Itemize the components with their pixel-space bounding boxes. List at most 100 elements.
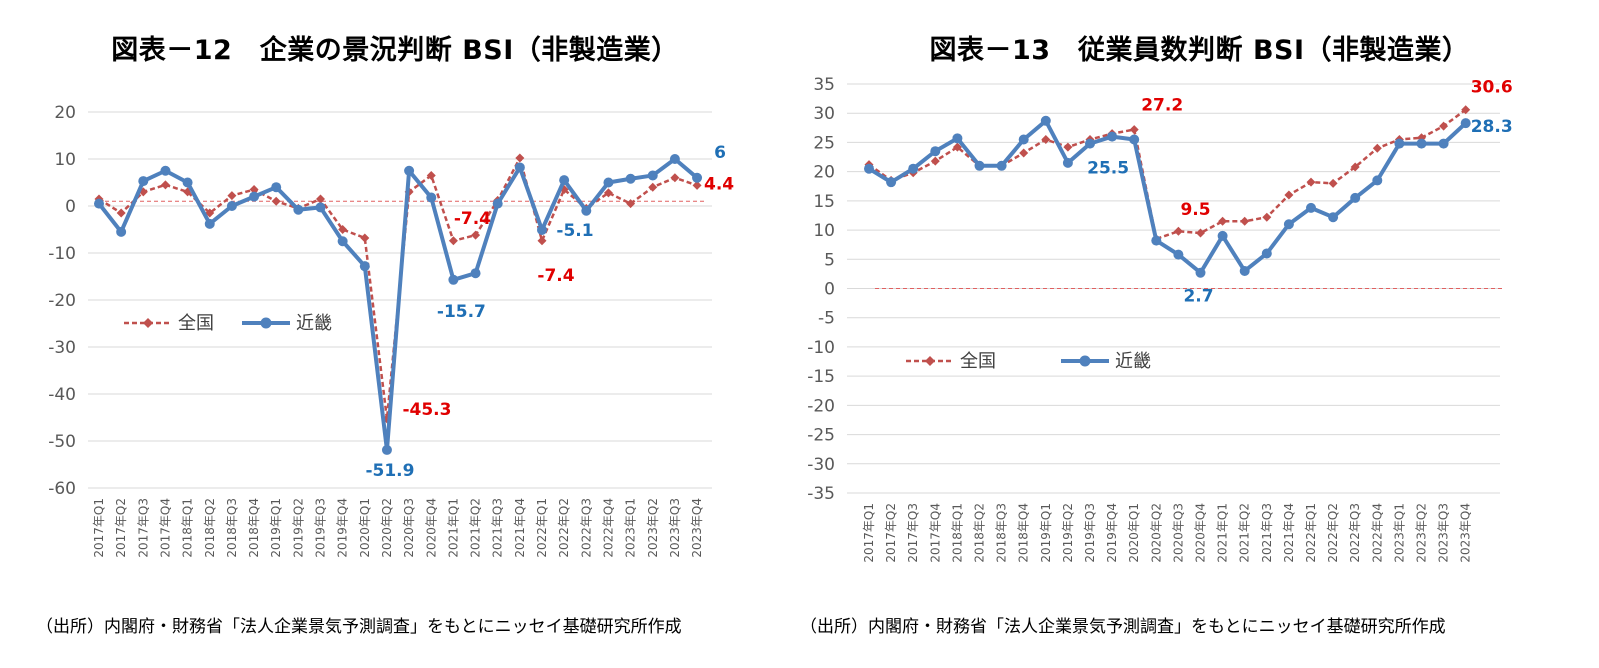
data-point (537, 236, 547, 246)
data-label: 28.3 (1471, 117, 1513, 137)
data-point (271, 196, 281, 206)
chart-svg: 35 30 25 20 15 10 5 0 -5 -10 -15 -20 -25 -30 -35 2017年Q… (807, 75, 1513, 563)
x-tick-label: 2022年Q3 (579, 498, 593, 558)
data-point (1173, 226, 1183, 236)
x-tick-label: 2023年Q3 (668, 498, 682, 558)
x-tick-label: 2017年Q4 (158, 498, 172, 558)
data-point (930, 156, 940, 166)
x-tick-label: 2020年Q2 (1149, 503, 1163, 563)
data-point (1262, 212, 1272, 222)
y-tick-label: 0 (824, 280, 835, 300)
data-point (930, 146, 941, 157)
data-point (381, 444, 392, 455)
y-tick-label: -25 (807, 426, 835, 446)
y-tick-label: -20 (48, 291, 76, 311)
data-point (160, 180, 170, 190)
x-tick-label: 2021年Q2 (1238, 503, 1252, 563)
data-point (603, 177, 614, 188)
chart-svg: 20 10 0 -10 -20 -30 -40 -50 -60 2017年Q1 2017年Q2 201… (48, 103, 734, 558)
x-tick-label: 2022年Q4 (1370, 503, 1384, 563)
series-line-kinki (97, 157, 699, 452)
y-tick-label: -10 (807, 338, 835, 358)
data-point (337, 236, 348, 247)
x-tick-label: 2023年Q1 (1392, 503, 1406, 563)
x-tick-label: 2022年Q2 (557, 498, 571, 558)
x-tick-label: 2020年Q3 (402, 498, 416, 558)
chart-title: 図表－13 従業員数判断 BSI（非製造業） (929, 35, 1470, 66)
y-tick-label: 30 (813, 104, 835, 124)
data-point (1129, 134, 1140, 145)
data-point (1372, 175, 1383, 186)
legend-label: 近畿 (296, 313, 332, 334)
data-point (1350, 192, 1361, 203)
data-point (492, 198, 503, 209)
data-point (338, 225, 348, 234)
data-point (537, 224, 547, 235)
legend-label: 全国 (960, 351, 996, 372)
data-point (1240, 216, 1250, 226)
x-tick-label: 2021年Q1 (446, 498, 460, 558)
data-point (1217, 230, 1228, 241)
data-point (1283, 219, 1294, 230)
x-tick-label: 2019年Q4 (336, 498, 350, 558)
y-tick-label: -50 (48, 432, 76, 452)
data-point (271, 182, 282, 193)
series-line-kinki (867, 118, 1468, 275)
x-tick-label: 2023年Q2 (646, 498, 660, 558)
data-label: -7.4 (537, 266, 574, 286)
x-tick-label: 2022年Q1 (535, 498, 549, 558)
y-tick-label: -60 (48, 479, 76, 499)
x-tick-label: 2021年Q4 (1282, 503, 1296, 563)
chart-panel-business-conditions: 図表－12 企業の景況判断 BSI（非製造業） 20 10 0 -10 -20 -30 -4… (0, 0, 790, 668)
data-label: -7.4 (454, 209, 491, 229)
data-point (514, 162, 525, 173)
data-point (182, 177, 193, 188)
data-point (1063, 142, 1073, 152)
y-tick-label: 20 (54, 103, 76, 123)
x-tick-label: 2018年Q2 (203, 498, 217, 558)
x-tick-label: 2018年Q4 (1017, 503, 1031, 563)
data-point (952, 133, 963, 144)
data-point (1372, 143, 1382, 153)
data-point (426, 192, 437, 203)
data-label: 27.2 (1141, 96, 1183, 116)
legend-label: 近畿 (1115, 351, 1151, 372)
y-tick-label: 10 (54, 150, 76, 170)
x-tick-label: 2022年Q1 (1304, 503, 1318, 563)
chart-panel-employment: 図表－13 従業員数判断 BSI（非製造業） 35 30 25 20 15 10 5 0 -5 -… (800, 0, 1599, 668)
x-tick-label: 2019年Q1 (269, 498, 283, 558)
data-point (1040, 115, 1051, 126)
data-point (1173, 249, 1184, 260)
x-tick-label: 2022年Q3 (1348, 503, 1362, 563)
data-label: -45.3 (402, 400, 451, 420)
data-point (648, 182, 658, 192)
data-point (448, 274, 459, 285)
x-tick-label: 2017年Q3 (906, 503, 920, 563)
series-line-national (98, 156, 698, 421)
data-point (94, 198, 104, 209)
y-tick-label: 10 (813, 221, 835, 241)
data-label: -5.1 (556, 221, 593, 241)
data-point (138, 176, 149, 187)
data-point (1461, 105, 1471, 115)
x-tick-label: 2018年Q1 (181, 498, 195, 558)
x-tick-label: 2017年Q4 (928, 503, 942, 563)
data-point (952, 142, 962, 152)
x-tick-label: 2018年Q4 (247, 498, 261, 558)
data-label: -51.9 (365, 461, 414, 481)
x-tick-label: 2017年Q1 (92, 498, 106, 558)
data-point (227, 191, 237, 201)
x-tick-label: 2018年Q2 (973, 503, 987, 563)
data-point (160, 165, 171, 176)
x-tick-label: 2022年Q2 (1326, 503, 1340, 563)
data-point (116, 208, 126, 218)
chart-source: （出所）内閣府・財務省「法人企業景気予測調査」をもとにニッセイ基礎研究所作成 (800, 617, 1446, 637)
data-point (1085, 138, 1095, 149)
x-tick-label: 2020年Q1 (1127, 503, 1141, 563)
data-point (1328, 212, 1339, 223)
data-point (404, 165, 415, 176)
data-point (1394, 138, 1405, 149)
data-point (359, 261, 370, 272)
chart-title: 図表－12 企業の景況判断 BSI（非製造業） (111, 35, 679, 66)
data-point (515, 153, 525, 163)
